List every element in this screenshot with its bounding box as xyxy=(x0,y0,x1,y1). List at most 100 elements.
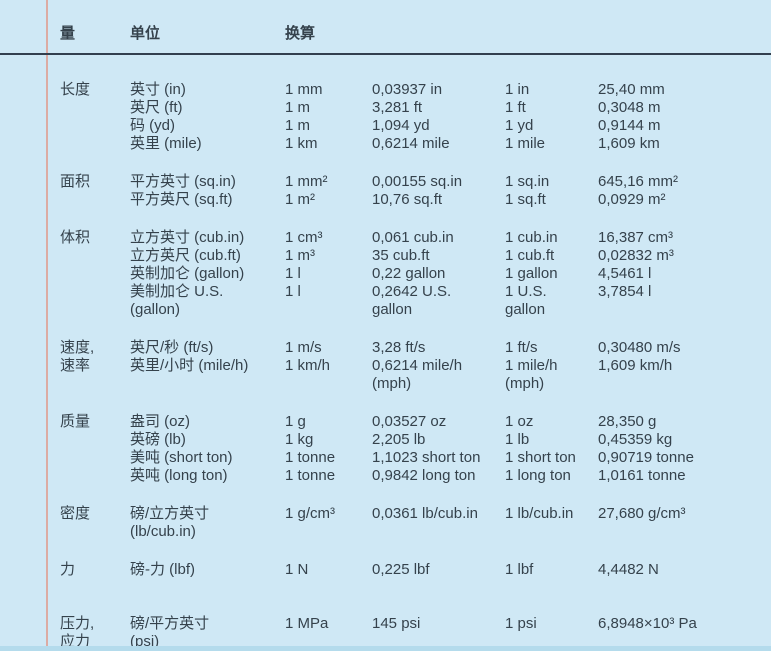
metric-unit-cell: 1 MPa xyxy=(285,615,372,651)
line: 密度 xyxy=(60,505,91,522)
line: 1 lb/cub.in xyxy=(505,505,574,522)
line: 磅/立方英寸 xyxy=(130,505,210,522)
line: 1 cm³ xyxy=(285,229,323,246)
line: 0,22 gallon xyxy=(372,265,446,282)
line: 4,5461 l xyxy=(598,265,652,282)
to-imperial-cell: 0,03527 oz 2,205 lb 1,1023 short ton 0,9842… xyxy=(372,413,505,485)
table-section: 长度 英寸 (in) 英尺 (ft) 码 (yd) 英里 (mile) 1 mm 1 m… xyxy=(60,81,763,153)
metric-unit-cell: 1 N xyxy=(285,561,372,579)
line: 645,16 mm² xyxy=(598,173,679,190)
to-imperial-cell: 145 psi xyxy=(372,615,505,651)
line: 1 ft/s xyxy=(505,339,538,356)
unit-cell: 英尺/秒 (ft/s) 英里/小时 (mile/h) xyxy=(130,339,285,393)
to-imperial-cell: 0,061 cub.in 35 cub.ft 0,22 gallon 0,2642 U… xyxy=(372,229,505,319)
unit-cell: 盎司 (oz) 英磅 (lb) 美吨 (short ton) 英吨 (long ton… xyxy=(130,413,285,485)
line: 体积 xyxy=(60,229,91,246)
line: 英磅 (lb) xyxy=(130,431,186,448)
line: 28,350 g xyxy=(598,413,657,430)
table-section: 密度 磅/立方英寸 (lb/cub.in) 1 g/cm³ 0,0361 lb/c… xyxy=(60,505,763,541)
to-imperial-cell: 0,00155 sq.in 10,76 sq.ft xyxy=(372,173,505,209)
line: 0,6214 mile/h xyxy=(372,357,463,374)
line: gallon xyxy=(372,301,413,318)
line: 压力, xyxy=(60,615,95,632)
line: 0,3048 m xyxy=(598,99,661,116)
line: 145 psi xyxy=(372,615,421,632)
to-metric-cell: 4,4482 N xyxy=(598,561,763,579)
table-header-row: 量 单位 换算 xyxy=(60,0,763,43)
line: 面积 xyxy=(60,173,91,190)
line: 平方英尺 (sq.ft) xyxy=(130,191,233,208)
line: 1,609 km/h xyxy=(598,357,673,374)
line: 1 m² xyxy=(285,191,315,208)
line: 0,03937 in xyxy=(372,81,443,98)
imperial-unit-cell: 1 psi xyxy=(505,615,598,651)
line: 1 g/cm³ xyxy=(285,505,336,522)
line: 1,094 yd xyxy=(372,117,430,134)
line: 0,6214 mile xyxy=(372,135,450,152)
quantity-cell: 密度 xyxy=(60,505,130,541)
line: 6,8948×10³ Pa xyxy=(598,615,697,632)
line: 美制加仑 U.S. xyxy=(130,283,224,300)
line: 0,9144 m xyxy=(598,117,661,134)
table-body: 长度 英寸 (in) 英尺 (ft) 码 (yd) 英里 (mile) 1 mm 1 m… xyxy=(60,81,763,651)
bottom-edge-strip xyxy=(0,646,771,651)
line: 速度, xyxy=(60,339,95,356)
line: 1 lb xyxy=(505,431,530,448)
line: 0,45359 kg xyxy=(598,431,673,448)
line: 立方英寸 (cub.in) xyxy=(130,229,245,246)
line: 0,9842 long ton xyxy=(372,467,476,484)
line: 0,02832 m³ xyxy=(598,247,674,264)
line: 英制加仑 (gallon) xyxy=(130,265,245,282)
imperial-unit-cell: 1 oz 1 lb 1 short ton 1 long ton xyxy=(505,413,598,485)
line: 磅/平方英寸 xyxy=(130,615,210,632)
line: 0,30480 m/s xyxy=(598,339,681,356)
line: 2,205 lb xyxy=(372,431,426,448)
unit-cell: 立方英寸 (cub.in) 立方英尺 (cub.ft) 英制加仑 (gallon) 美… xyxy=(130,229,285,319)
line: 1 N xyxy=(285,561,309,578)
line: (psi) xyxy=(130,633,160,650)
line: 1 mile/h xyxy=(505,357,558,374)
line: 1 cub.in xyxy=(505,229,558,246)
header-rule xyxy=(0,53,771,55)
line: 1 cub.ft xyxy=(505,247,555,264)
quantity-cell: 体积 xyxy=(60,229,130,319)
imperial-unit-cell: 1 cub.in 1 cub.ft 1 gallon 1 U.S. gallon xyxy=(505,229,598,319)
line: 27,680 g/cm³ xyxy=(598,505,686,522)
table-section: 面积 平方英寸 (sq.in) 平方英尺 (sq.ft) 1 mm² 1 m² 0,… xyxy=(60,173,763,209)
line: 立方英尺 (cub.ft) xyxy=(130,247,241,264)
line: (gallon) xyxy=(130,301,181,318)
line: 磅-力 (lbf) xyxy=(130,561,195,578)
line: 0,225 lbf xyxy=(372,561,430,578)
line: 0,90719 tonne xyxy=(598,449,694,466)
line: 1 in xyxy=(505,81,530,98)
line: 英里 (mile) xyxy=(130,135,202,152)
line: (mph) xyxy=(372,375,412,392)
line: gallon xyxy=(505,301,546,318)
line: 1 psi xyxy=(505,615,537,632)
line: 35 cub.ft xyxy=(372,247,430,264)
quantity-cell: 面积 xyxy=(60,173,130,209)
line: 1 long ton xyxy=(505,467,571,484)
line: 25,40 mm xyxy=(598,81,665,98)
line: 1 yd xyxy=(505,117,534,134)
line: 0,0929 m² xyxy=(598,191,666,208)
unit-cell: 平方英寸 (sq.in) 平方英尺 (sq.ft) xyxy=(130,173,285,209)
line: 3,28 ft/s xyxy=(372,339,426,356)
line: 1 m xyxy=(285,99,311,116)
metric-unit-cell: 1 mm² 1 m² xyxy=(285,173,372,209)
line: 1 g xyxy=(285,413,306,430)
line: 英尺 (ft) xyxy=(130,99,183,116)
quantity-cell: 长度 xyxy=(60,81,130,153)
line: 力 xyxy=(60,561,76,578)
line: 1 short ton xyxy=(505,449,576,466)
line: 3,281 ft xyxy=(372,99,423,116)
line: 1,609 km xyxy=(598,135,660,152)
line: (lb/cub.in) xyxy=(130,523,196,540)
line: 10,76 sq.ft xyxy=(372,191,443,208)
line: 美吨 (short ton) xyxy=(130,449,233,466)
line: 质量 xyxy=(60,413,91,430)
